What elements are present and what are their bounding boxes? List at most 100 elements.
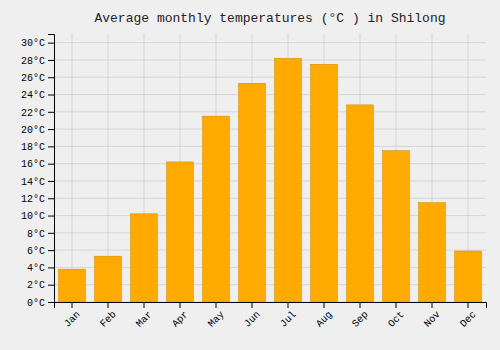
- tick-mark: [48, 112, 54, 113]
- bar: [239, 83, 266, 302]
- tick-mark: [48, 216, 54, 217]
- tick: 16°C: [21, 159, 54, 170]
- tick-mark: [396, 302, 397, 308]
- tick-mark: [144, 302, 145, 308]
- grid-line: [72, 34, 73, 302]
- tick-label: 26°C: [21, 73, 45, 84]
- tick-mark: [468, 302, 469, 308]
- chart: 0°C2°C4°C6°C8°C10°C12°C14°C16°C18°C20°C2…: [0, 0, 500, 350]
- bar: [167, 162, 194, 302]
- tick: 2°C: [27, 280, 54, 291]
- tick: 30°C: [21, 38, 54, 49]
- tick-label: 0°C: [27, 298, 45, 309]
- tick-mark: [48, 302, 54, 303]
- tick-label: Jun: [242, 309, 263, 330]
- tick-label: 16°C: [21, 159, 45, 170]
- grid-line: [54, 163, 486, 164]
- tick: 4°C: [27, 263, 54, 274]
- tick-mark: [360, 302, 361, 308]
- tick-mark: [48, 95, 54, 96]
- tick-mark: [48, 181, 54, 182]
- tick-label: Jan: [62, 309, 83, 330]
- bar: [419, 203, 446, 302]
- tick-mark: [432, 302, 433, 308]
- bar: [203, 116, 230, 302]
- tick: May: [206, 302, 227, 330]
- tick: 26°C: [21, 73, 54, 84]
- grid-line: [54, 77, 486, 78]
- tick-label: Jul: [278, 309, 299, 330]
- tick-label: 6°C: [27, 246, 45, 257]
- tick: 6°C: [27, 246, 54, 257]
- grid-line: [54, 111, 486, 112]
- tick-mark: [48, 146, 54, 147]
- grid-line: [54, 42, 486, 43]
- bar: [383, 151, 410, 302]
- grid-line: [54, 129, 486, 130]
- tick-label: 22°C: [21, 108, 45, 119]
- tick-label: Aug: [314, 309, 335, 330]
- tick: 0°C: [27, 298, 54, 309]
- tick-mark: [48, 250, 54, 251]
- tick-label: Apr: [170, 309, 191, 330]
- tick-label: Nov: [422, 309, 443, 330]
- tick-label: 28°C: [21, 56, 45, 67]
- tick-label: 2°C: [27, 280, 45, 291]
- bar: [131, 214, 158, 302]
- tick-label: 20°C: [21, 125, 45, 136]
- grid-line: [54, 180, 486, 181]
- grid: [54, 34, 486, 302]
- bar: [95, 256, 122, 302]
- tick: Apr: [170, 302, 191, 330]
- tick-label: Sep: [350, 309, 371, 330]
- axis-line: [55, 303, 487, 309]
- tick-label: May: [206, 309, 227, 330]
- tick: Sep: [350, 302, 371, 330]
- plot: 0°C2°C4°C6°C8°C10°C12°C14°C16°C18°C20°C2…: [21, 34, 487, 330]
- tick-label: 4°C: [27, 263, 45, 274]
- tick-label: 8°C: [27, 229, 45, 240]
- axis-line: [48, 35, 55, 303]
- tick: Mar: [134, 302, 155, 330]
- tick-label: 30°C: [21, 38, 45, 49]
- tick-mark: [48, 60, 54, 61]
- tick-label: Oct: [386, 309, 407, 330]
- bar: [275, 58, 302, 302]
- tick-label: 24°C: [21, 90, 45, 101]
- tick-mark: [252, 302, 253, 308]
- bar: [311, 64, 338, 302]
- tick-mark: [324, 302, 325, 308]
- x-axis: Jan Feb Mar Apr May Jun Jul Aug Sep Oct Nov Dec: [55, 302, 487, 330]
- tick: 14°C: [21, 177, 54, 188]
- tick: Jun: [242, 302, 263, 330]
- tick: 24°C: [21, 90, 54, 101]
- tick-mark: [48, 164, 54, 165]
- grid-line: [54, 198, 486, 199]
- tick-mark: [72, 302, 73, 308]
- tick-label: Mar: [134, 309, 155, 330]
- bars: [59, 58, 482, 302]
- grid-line: [54, 146, 486, 147]
- y-axis: 0°C2°C4°C6°C8°C10°C12°C14°C16°C18°C20°C2…: [21, 35, 55, 309]
- tick-label: 14°C: [21, 177, 45, 188]
- tick: 28°C: [21, 56, 54, 67]
- bar: [455, 251, 482, 302]
- grid-line: [54, 59, 486, 60]
- grid-line: [54, 94, 486, 95]
- tick-label: 18°C: [21, 142, 45, 153]
- tick: Aug: [314, 302, 335, 330]
- tick: Feb: [98, 302, 119, 330]
- tick-mark: [48, 267, 54, 268]
- tick: Jul: [278, 302, 299, 330]
- tick: Oct: [386, 302, 407, 330]
- tick: 18°C: [21, 142, 54, 153]
- tick-mark: [48, 285, 54, 286]
- tick: 22°C: [21, 108, 54, 119]
- tick-mark: [216, 302, 217, 308]
- tick-mark: [48, 43, 54, 44]
- title: Average monthly temperatures (°C ) in Sh…: [94, 11, 445, 26]
- tick-label: Dec: [458, 309, 479, 330]
- tick: 20°C: [21, 125, 54, 136]
- tick-label: 10°C: [21, 211, 45, 222]
- bar: [59, 269, 86, 302]
